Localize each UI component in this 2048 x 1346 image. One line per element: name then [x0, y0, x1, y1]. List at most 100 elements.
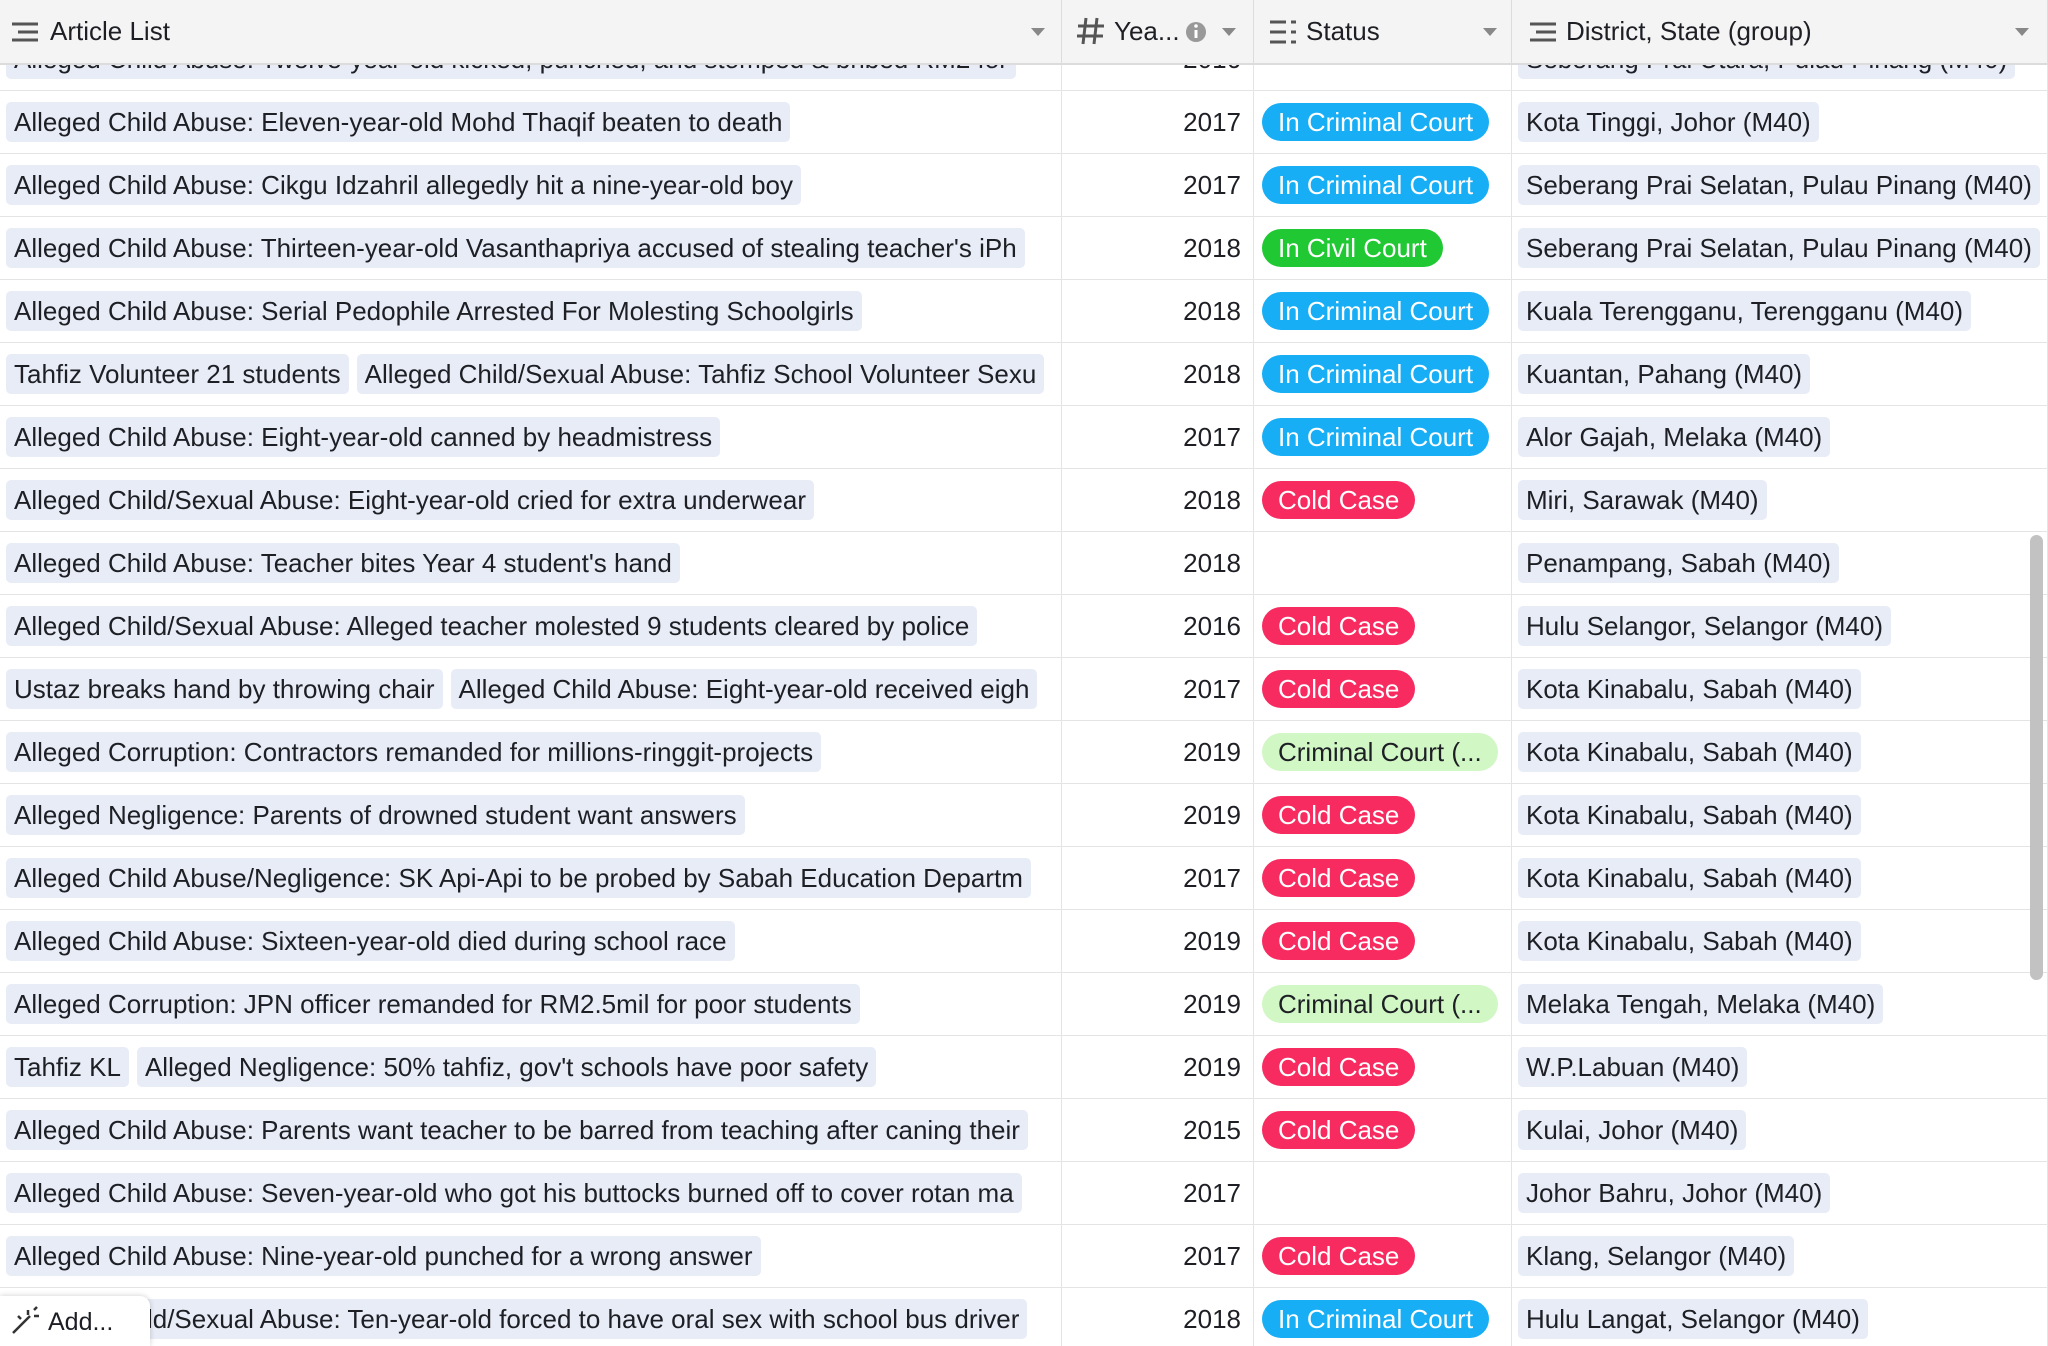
cell: 2017	[1062, 1225, 1254, 1287]
cell: Alleged Child Abuse: Thirteen-year-old V…	[0, 217, 1062, 279]
cell: In Criminal Court	[1254, 91, 1512, 153]
status-pill: Cold Case	[1262, 607, 1416, 645]
record-chip: Alleged Child Abuse: Sixteen-year-old di…	[6, 921, 735, 961]
row: Tahfiz Volunteer 21 students Alleged Chil…	[0, 343, 2048, 406]
add-label: Add...	[48, 1308, 114, 1336]
record-chip: Alleged Child Abuse: Cikgu Idzahril alle…	[6, 165, 802, 205]
cell: In Criminal Court	[1254, 406, 1512, 468]
cell: Alleged Child Abuse/Negligence: SK Api-A…	[0, 847, 1062, 909]
cell: In Criminal Court	[1254, 280, 1512, 342]
record-chip: Alleged Corruption: JPN officer remanded…	[6, 984, 860, 1024]
record-chip: Alleged Child Abuse: Teacher bites Year …	[6, 543, 680, 583]
cell: Kuala Terengganu, Terengganu (M40)	[1512, 280, 2048, 342]
cell: Cold Case	[1254, 1099, 1512, 1161]
record-chip: Alleged Child Abuse: Nine-year-old punch…	[6, 1236, 761, 1276]
year-value: 2018	[1183, 1304, 1241, 1334]
district-chip: Kota Kinabalu, Sabah (M40)	[1518, 858, 1861, 898]
cell: Kota Kinabalu, Sabah (M40)	[1512, 910, 2048, 972]
cell: 2018	[1062, 217, 1254, 279]
add-button[interactable]: Add...	[0, 1296, 150, 1346]
district-chip: Hulu Selangor, Selangor (M40)	[1518, 606, 1891, 646]
year-value: 2019	[1183, 926, 1241, 956]
cell: Alleged Child Abuse: Cikgu Idzahril alle…	[0, 154, 1062, 216]
select-icon	[1270, 20, 1296, 44]
row: Alleged Child Abuse: Serial Pedophile Ar…	[0, 280, 2048, 343]
column-header[interactable]: Article List	[0, 0, 1062, 63]
cell: Seberang Prai Selatan, Pulau Pinang (M40…	[1512, 154, 2048, 216]
cell: Alleged Corruption: Contractors remanded…	[0, 721, 1062, 783]
cell: Kota Tinggi, Johor (M40)	[1512, 91, 2048, 153]
cell: Hulu Langat, Selangor (M40)	[1512, 1288, 2048, 1346]
record-chip: Alleged Child Abuse: Seven-year-old who …	[6, 1173, 1022, 1213]
cell	[1254, 532, 1512, 594]
district-chip: Penampang, Sabah (M40)	[1518, 543, 1839, 583]
status-pill: Cold Case	[1262, 1237, 1416, 1275]
cell: In Civil Court	[1254, 217, 1512, 279]
record-chip: Alleged Corruption: Contractors remanded…	[6, 732, 822, 772]
cell: Cold Case	[1254, 910, 1512, 972]
magic-icon	[12, 1306, 39, 1334]
cell: 2018	[1062, 469, 1254, 531]
cell: Alleged Child/Sexual Abuse: Eight-year-o…	[0, 469, 1062, 531]
district-chip: Johor Bahru, Johor (M40)	[1518, 1173, 1831, 1213]
district-chip: W.P.Labuan (M40)	[1518, 1047, 1748, 1087]
cell: Kota Kinabalu, Sabah (M40)	[1512, 784, 2048, 846]
column-header[interactable]: Status	[1254, 0, 1512, 63]
cell: Kuantan, Pahang (M40)	[1512, 343, 2048, 405]
row: Alleged Child Abuse: Thirteen-year-old V…	[0, 217, 2048, 280]
status-pill: Cold Case	[1262, 1048, 1416, 1086]
status-pill: Cold Case	[1262, 796, 1416, 834]
status-pill: Cold Case	[1262, 922, 1416, 960]
status-pill: Criminal Court (...	[1262, 733, 1498, 771]
record-chip: Alleged Negligence: Parents of drowned s…	[6, 795, 745, 835]
cell: Cold Case	[1254, 595, 1512, 657]
cell: Alleged Child Abuse: Sixteen-year-old di…	[0, 910, 1062, 972]
cell: Ustaz breaks hand by throwing chair Alleg…	[0, 658, 1062, 720]
record-chip: Alleged Child Abuse: Serial Pedophile Ar…	[6, 291, 862, 331]
row: Ustaz breaks hand by throwing chair Alleg…	[0, 658, 2048, 721]
status-pill: In Criminal Court	[1262, 418, 1490, 456]
record-chip: Tahfiz Volunteer 21 students	[6, 354, 349, 394]
cell: 2017	[1062, 658, 1254, 720]
cell: Melaka Tengah, Melaka (M40)	[1512, 973, 2048, 1035]
year-value: 2015	[1183, 1115, 1241, 1145]
status-pill: In Criminal Court	[1262, 166, 1490, 204]
list-icon	[12, 22, 38, 42]
cell: Cold Case	[1254, 784, 1512, 846]
cell: 2019	[1062, 721, 1254, 783]
cell: Hulu Selangor, Selangor (M40)	[1512, 595, 2048, 657]
dropdown-arrow	[1483, 28, 1497, 36]
cell: Alleged Child Abuse: Serial Pedophile Ar…	[0, 280, 1062, 342]
row: Alleged Child Abuse: Eleven-year-old Moh…	[0, 91, 2048, 154]
status-pill: Criminal Court (...	[1262, 985, 1498, 1023]
cell: Alleged Child Abuse: Parents want teache…	[0, 1099, 1062, 1161]
district-chip: Kuala Terengganu, Terengganu (M40)	[1518, 291, 1972, 331]
cell	[1254, 1162, 1512, 1224]
row: Alleged Child Abuse: Sixteen-year-old di…	[0, 910, 2048, 973]
cell: Alleged Child Abuse: Nine-year-old punch…	[0, 1225, 1062, 1287]
cell: 2016	[1062, 595, 1254, 657]
dropdown-arrow	[1031, 28, 1045, 36]
year-value: 2018	[1183, 548, 1241, 578]
status-pill: Cold Case	[1262, 1111, 1416, 1149]
scrollbar[interactable]	[2030, 535, 2043, 980]
district-chip: Seberang Prai Selatan, Pulau Pinang (M40…	[1518, 228, 2040, 268]
district-chip: Kota Kinabalu, Sabah (M40)	[1518, 669, 1861, 709]
cell: Kota Kinabalu, Sabah (M40)	[1512, 847, 2048, 909]
year-value: 2017	[1183, 1241, 1241, 1271]
record-chip: Alleged Child/Sexual Abuse: Alleged teac…	[6, 606, 978, 646]
column-header[interactable]: Yea...	[1062, 0, 1254, 63]
status-pill: Cold Case	[1262, 670, 1416, 708]
district-chip: Kota Tinggi, Johor (M40)	[1518, 102, 1819, 142]
status-pill: In Civil Court	[1262, 229, 1443, 267]
row: Alleged Negligence: Parents of drowned s…	[0, 784, 2048, 847]
cell: Criminal Court (...	[1254, 721, 1512, 783]
row: Alleged Child Abuse: Parents want teache…	[0, 1099, 2048, 1162]
row: Alleged Corruption: JPN officer remanded…	[0, 973, 2048, 1036]
year-value: 2019	[1183, 1052, 1241, 1082]
row: Alleged Child Abuse/Negligence: SK Api-A…	[0, 847, 2048, 910]
district-chip: Kota Kinabalu, Sabah (M40)	[1518, 921, 1861, 961]
district-chip: Alor Gajah, Melaka (M40)	[1518, 417, 1831, 457]
column-header[interactable]: District, State (group)	[1512, 0, 2048, 63]
cell: 2019	[1062, 973, 1254, 1035]
